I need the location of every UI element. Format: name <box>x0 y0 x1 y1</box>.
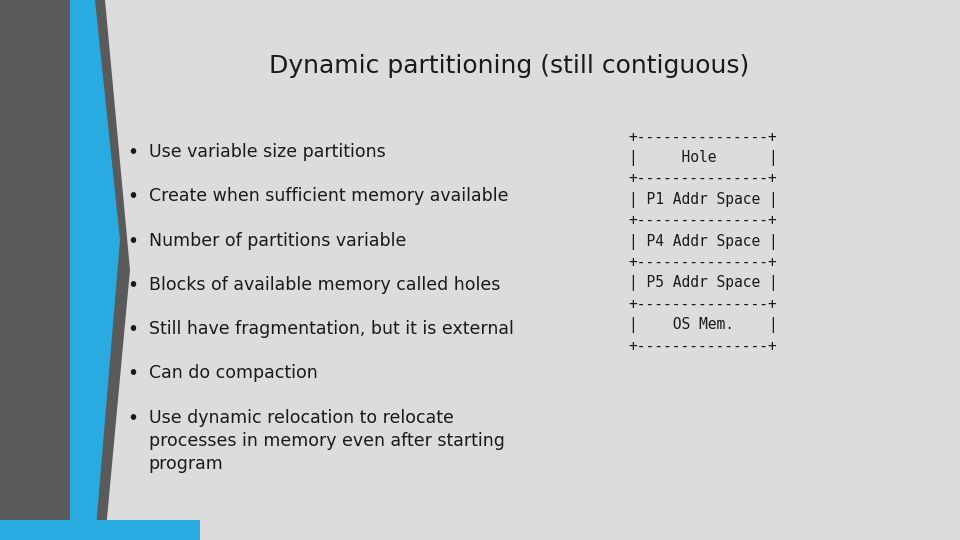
Text: Can do compaction: Can do compaction <box>149 364 318 382</box>
Polygon shape <box>0 0 115 540</box>
Text: •: • <box>128 232 139 251</box>
Text: •: • <box>128 364 139 383</box>
Text: •: • <box>128 187 139 206</box>
Text: Create when sufficient memory available: Create when sufficient memory available <box>149 187 508 205</box>
Text: Use variable size partitions: Use variable size partitions <box>149 143 386 161</box>
Text: Still have fragmentation, but it is external: Still have fragmentation, but it is exte… <box>149 320 514 338</box>
Polygon shape <box>70 0 120 540</box>
Text: Number of partitions variable: Number of partitions variable <box>149 232 406 249</box>
Polygon shape <box>0 520 200 540</box>
Text: •: • <box>128 143 139 162</box>
Polygon shape <box>30 0 130 540</box>
Text: Dynamic partitioning (still contiguous): Dynamic partitioning (still contiguous) <box>269 54 749 78</box>
Text: +---------------+
|     Hole      |
+---------------+
| P1 Addr Space |
+-------: +---------------+ | Hole | +------------… <box>629 130 778 354</box>
Text: •: • <box>128 409 139 428</box>
Text: Use dynamic relocation to relocate
processes in memory even after starting
progr: Use dynamic relocation to relocate proce… <box>149 409 505 472</box>
Text: •: • <box>128 276 139 295</box>
Text: Blocks of available memory called holes: Blocks of available memory called holes <box>149 276 500 294</box>
Text: •: • <box>128 320 139 339</box>
